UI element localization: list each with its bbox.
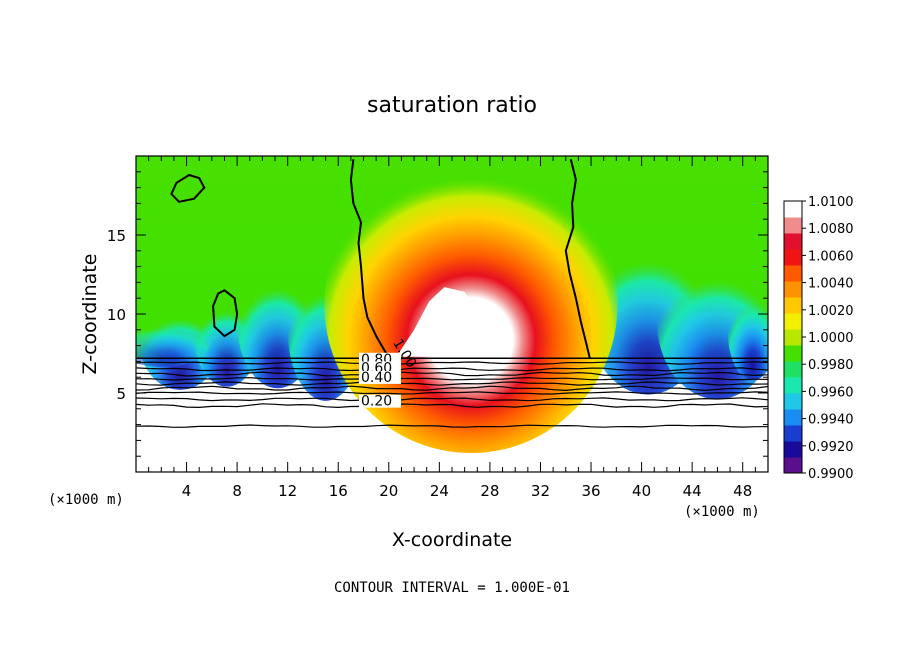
colorbar-segment (784, 393, 802, 410)
contour-label-group: 0.40 (358, 370, 401, 386)
colorbar-segment (784, 249, 802, 266)
sub-cloud-contour-line (136, 403, 768, 409)
y-axis: 5 10 15 (107, 171, 768, 457)
contour-label: 0.20 (361, 394, 392, 410)
x-tick-label: 12 (278, 482, 297, 500)
colorbar-label: 1.0080 (808, 222, 854, 237)
x-axis: 4 8 12 16 20 24 28 32 36 40 44 48 (148, 156, 756, 500)
colorbar-segment (784, 217, 802, 234)
chart-title: saturation ratio (367, 93, 537, 118)
contour-1-00-loop-left (212, 289, 239, 338)
colorbar-segment (784, 441, 802, 458)
supersaturated-core (396, 287, 506, 357)
contour-label: 0.40 (361, 370, 392, 386)
x-unit-label-right: (×1000 m) (684, 504, 760, 520)
colorbar-label: 0.9960 (808, 385, 854, 400)
x-unit-label-left: (×1000 m) (48, 492, 124, 508)
sub-cloud-contour-line (136, 377, 768, 381)
sub-cloud-contour-line (136, 361, 768, 365)
sub-cloud-contour-line (136, 397, 768, 402)
contour-1-00-right-boundary (564, 158, 591, 359)
colorbar-segment (784, 265, 802, 282)
colorbar-segment (784, 313, 802, 330)
x-tick-label: 20 (379, 482, 398, 500)
x-axis-label: X-coordinate (392, 529, 512, 551)
x-tick-label: 40 (632, 482, 651, 500)
y-tick-label: 15 (107, 227, 126, 245)
y-tick-label: 5 (116, 385, 126, 403)
colorbar-label: 1.0060 (808, 249, 854, 264)
x-tick-label: 48 (733, 482, 752, 500)
colorbar-segment (784, 297, 802, 314)
colorbar-label: 0.9940 (808, 413, 854, 428)
sub-cloud-contour-line (136, 367, 768, 372)
colorbar-label: 1.0000 (808, 331, 854, 346)
colorbar-label: 0.9920 (808, 440, 854, 455)
contour-label-backdrop (358, 394, 401, 408)
colorbar-segment (784, 345, 802, 362)
colorbar-segment (784, 425, 802, 442)
sub-cloud-contour-line (136, 381, 768, 386)
x-tick-label: 28 (480, 482, 499, 500)
sub-cloud-contour-line (136, 371, 768, 377)
x-tick-label: 4 (182, 482, 192, 500)
x-tick-label: 32 (531, 482, 550, 500)
colorbar-segment (784, 457, 802, 474)
colorbar-segment (784, 361, 802, 378)
sub-cloud-contour-line (136, 385, 768, 392)
contour-lines: 1.000.800.600.400.20 (136, 158, 768, 428)
colorbar-segment (784, 233, 802, 250)
contour-label-group: 0.20 (358, 394, 401, 410)
colorbar-segment (784, 377, 802, 394)
colorbar-segment (784, 281, 802, 298)
colorbar-label: 0.9900 (808, 467, 854, 482)
sub-cloud-contour-line (136, 391, 768, 395)
colorbar-segment (784, 201, 802, 218)
subsaturated-region-7 (727, 279, 768, 381)
colorbar: 1.0100 1.0080 1.0060 1.0040 1.0020 1.0000 0.99… (783, 195, 854, 482)
x-tick-label: 36 (581, 482, 600, 500)
contour-label-backdrop (358, 370, 401, 384)
x-tick-label: 44 (683, 482, 702, 500)
x-tick-label: 16 (329, 482, 348, 500)
sub-cloud-contour-line (136, 424, 768, 428)
colorbar-label: 0.9980 (808, 358, 854, 373)
contour-interval-note: CONTOUR INTERVAL = 1.000E-01 (334, 580, 570, 596)
contour-1-00-loop-upper-left (170, 173, 206, 203)
x-tick-label: 24 (430, 482, 449, 500)
colorbar-label: 1.0100 (808, 195, 854, 210)
y-tick-label: 10 (107, 306, 126, 324)
colorbar-label: 1.0020 (808, 304, 854, 319)
colorbar-segment (784, 409, 802, 426)
colorbar-segment (784, 329, 802, 346)
colorbar-label: 1.0040 (808, 277, 854, 292)
contour-1-00-left-boundary (349, 159, 388, 355)
x-tick-label: 8 (232, 482, 242, 500)
saturation-field (136, 156, 768, 472)
subsaturated-region-edge (136, 314, 212, 367)
y-axis-label: Z-coordinate (79, 254, 101, 375)
